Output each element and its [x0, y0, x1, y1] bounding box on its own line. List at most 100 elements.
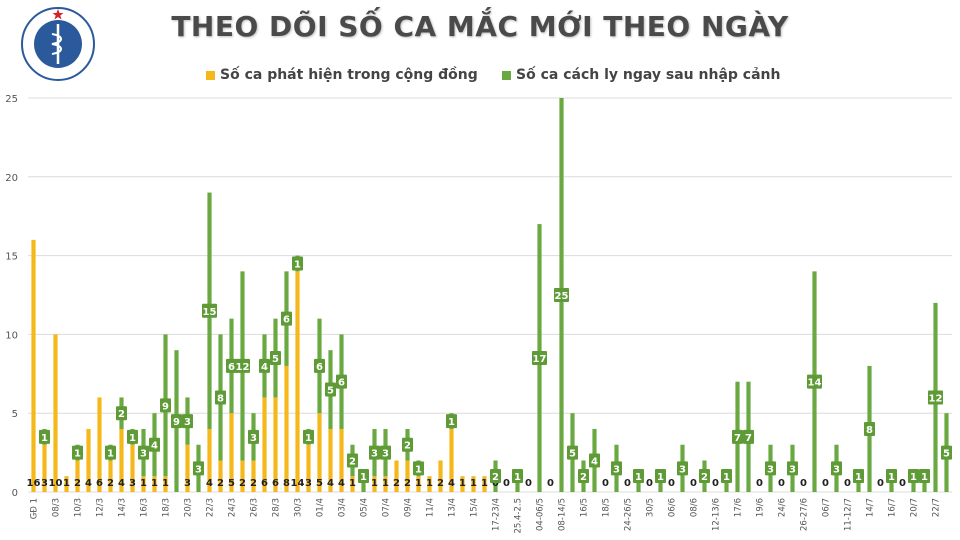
data-label-isolation: 1 — [305, 433, 312, 444]
bar-community — [482, 476, 487, 492]
data-label-isolation-box — [677, 461, 688, 476]
legend-label-community: Số ca phát hiện trong cộng đồng — [220, 67, 478, 83]
data-label-community: 5 — [228, 478, 235, 489]
data-label-community: 6 — [96, 478, 103, 489]
data-label-isolation: 2 — [118, 409, 125, 420]
data-label-isolation-box — [160, 398, 171, 413]
data-label-isolation: 1 — [635, 472, 642, 483]
data-label-community: 1 — [382, 478, 389, 489]
x-tick-label: 25.4-2.5 — [514, 498, 524, 534]
data-label-isolation-box — [941, 445, 952, 460]
data-label-community: 4 — [85, 478, 92, 489]
bar-community — [317, 413, 322, 492]
x-tick-label: 04-06/5 — [536, 498, 546, 531]
bar-community — [449, 428, 454, 492]
data-label-isolation: 6 — [228, 362, 235, 373]
data-label-isolation-box — [919, 469, 930, 483]
x-tick-label: 19/6 — [756, 498, 766, 517]
x-tick-label: 03/4 — [338, 498, 348, 517]
data-label-isolation-box — [721, 469, 732, 483]
x-tick-label: 18/3 — [162, 498, 172, 517]
x-tick-label: 05/4 — [360, 498, 370, 517]
data-label-community: 0 — [547, 478, 554, 489]
data-label-isolation-box — [512, 469, 523, 483]
data-label-isolation: 1 — [921, 472, 928, 483]
x-tick-label: 16/5 — [580, 498, 590, 517]
bar-isolation — [361, 476, 366, 492]
data-label-isolation-box — [864, 421, 875, 436]
data-label-isolation: 3 — [250, 433, 257, 444]
bar-community — [31, 239, 36, 492]
x-tick-label: 24/3 — [228, 498, 238, 517]
data-label-isolation: 14 — [808, 378, 822, 389]
data-label-isolation-box — [226, 358, 237, 373]
data-label-isolation-box — [787, 461, 798, 476]
bar-community — [306, 444, 311, 492]
data-label-isolation-box — [611, 461, 622, 476]
bar-community — [405, 460, 410, 492]
bar-isolation — [922, 476, 927, 492]
data-label-isolation: 2 — [404, 441, 411, 452]
data-label-community: 1 — [415, 478, 422, 489]
bar-community — [152, 476, 157, 492]
bar-community — [339, 428, 344, 492]
data-label-isolation-box — [138, 445, 149, 460]
bar-isolation — [911, 476, 916, 492]
bar-community — [229, 413, 234, 492]
data-label-community: 1 — [371, 478, 378, 489]
y-tick-label: 5 — [12, 409, 18, 420]
y-tick-label: 25 — [5, 94, 18, 105]
data-label-community: 0 — [525, 478, 532, 489]
bar-community — [284, 365, 289, 492]
data-label-isolation: 1 — [41, 433, 48, 444]
data-label-isolation-box — [347, 453, 358, 468]
data-label-community: 0 — [844, 478, 851, 489]
bar-isolation — [636, 476, 641, 492]
bar-isolation — [856, 476, 861, 492]
x-tick-label: 22/7 — [932, 498, 942, 517]
data-label-isolation-box — [292, 256, 303, 271]
data-label-community: 1 — [459, 478, 466, 489]
data-label-isolation: 3 — [140, 449, 147, 460]
data-label-isolation-box — [554, 288, 569, 302]
data-label-community: 0 — [822, 478, 829, 489]
bar-community — [75, 460, 80, 492]
x-tick-label: 24/6 — [778, 498, 788, 517]
data-label-isolation-box — [193, 461, 204, 476]
legend-item-isolation: Số ca cách ly ngay sau nhập cảnh — [502, 67, 780, 83]
data-label-isolation: 1 — [657, 472, 664, 483]
bar-community — [141, 476, 146, 492]
x-tick-label: 17/6 — [734, 498, 744, 517]
data-label-isolation: 25 — [555, 291, 569, 302]
bar-community — [163, 476, 168, 492]
data-label-isolation: 1 — [888, 472, 895, 483]
x-tick-label: 08-14/5 — [558, 498, 568, 531]
data-label-isolation-box — [532, 351, 547, 366]
bar-community — [130, 444, 135, 492]
data-label-isolation-box — [567, 445, 578, 460]
x-tick-label: 15/4 — [470, 498, 480, 517]
data-label-isolation-box — [402, 437, 413, 452]
data-label-community: 2 — [437, 478, 444, 489]
y-tick-label: 15 — [5, 252, 18, 263]
data-label-isolation: 3 — [679, 464, 686, 475]
data-label-isolation-box — [72, 445, 83, 460]
data-label-isolation: 3 — [613, 464, 620, 475]
bar-community — [383, 476, 388, 492]
data-label-community: 0 — [756, 478, 763, 489]
data-label-isolation: 5 — [327, 386, 334, 397]
data-label-isolation: 6 — [283, 315, 290, 326]
data-label-community: 2 — [404, 478, 411, 489]
bar-community — [86, 428, 91, 492]
data-label-isolation-box — [270, 351, 281, 366]
data-label-isolation-box — [248, 429, 259, 444]
bar-isolation — [724, 476, 729, 492]
data-label-community: 0 — [899, 478, 906, 489]
data-label-community: 0 — [646, 478, 653, 489]
data-label-isolation-box — [127, 429, 138, 444]
data-label-community: 2 — [107, 478, 114, 489]
y-tick-label: 10 — [5, 330, 18, 341]
data-label-isolation: 9 — [162, 401, 169, 412]
data-label-community: 4 — [206, 478, 213, 489]
